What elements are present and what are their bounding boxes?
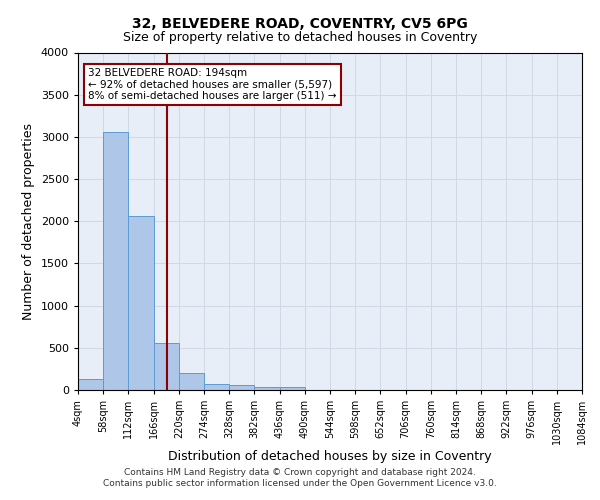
Bar [179,373,204,390]
Bar [254,386,280,390]
Bar [229,386,254,390]
Text: Size of property relative to detached houses in Coventry: Size of property relative to detached ho… [123,31,477,44]
Bar [280,386,305,390]
Text: 32 BELVEDERE ROAD: 194sqm
← 92% of detached houses are smaller (5,597)
8% of sem: 32 BELVEDERE ROAD: 194sqm ← 92% of detac… [88,68,337,101]
Bar [103,132,128,390]
Text: Contains HM Land Registry data © Crown copyright and database right 2024.
Contai: Contains HM Land Registry data © Crown c… [103,468,497,487]
Bar [154,343,179,390]
Bar [204,384,229,390]
Bar [78,379,103,390]
Y-axis label: Number of detached properties: Number of detached properties [22,122,35,320]
X-axis label: Distribution of detached houses by size in Coventry: Distribution of detached houses by size … [168,450,492,463]
Bar [128,216,154,390]
Text: 32, BELVEDERE ROAD, COVENTRY, CV5 6PG: 32, BELVEDERE ROAD, COVENTRY, CV5 6PG [132,18,468,32]
